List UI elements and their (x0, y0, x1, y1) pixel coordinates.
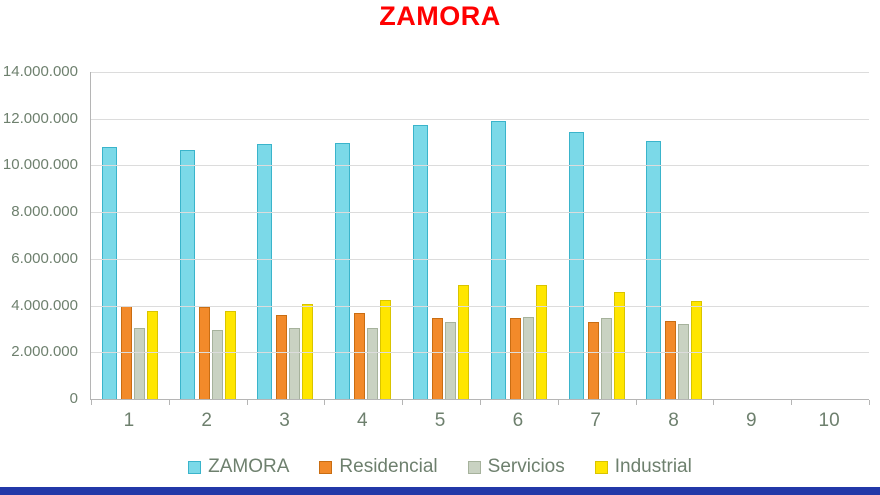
bar-servicios (522, 317, 534, 399)
x-axis-label: 7 (590, 410, 601, 431)
bar-industrial (380, 299, 392, 399)
gridline (91, 118, 869, 120)
bar-zamora (413, 124, 429, 399)
bar-industrial (535, 284, 547, 399)
bar-group (480, 72, 558, 399)
x-axis-tick (168, 400, 170, 405)
bar-industrial (146, 311, 158, 399)
bar-groups (91, 72, 869, 399)
x-axis: 1 2 3 4 5 6 7 8 9 10 (90, 410, 868, 432)
bar-zamora (490, 121, 506, 399)
y-axis: 14.000.000 12.000.000 10.000.000 8.000.000 6… (0, 63, 78, 407)
bar-group (402, 72, 480, 399)
y-axis-tick-label: 6.000.000 (11, 249, 78, 267)
bar-industrial (458, 284, 470, 399)
bar-group (558, 72, 636, 399)
bar-group (636, 72, 714, 399)
bar-residencial (665, 320, 677, 399)
y-axis-tick-label: 8.000.000 (11, 203, 78, 221)
x-axis-label: 1 (123, 410, 135, 431)
legend-swatch (188, 460, 202, 474)
gridline (91, 352, 869, 354)
bar-zamora (257, 144, 273, 399)
bar-zamora (335, 143, 351, 399)
x-axis-label: 3 (279, 410, 290, 431)
bar-servicios (678, 324, 690, 399)
legend-label: Servicios (487, 456, 565, 477)
y-axis-tick-label: 2.000.000 (11, 343, 78, 361)
bottom-bar (0, 487, 880, 495)
x-axis-tick (791, 400, 793, 405)
y-axis-tick-label: 14.000.000 (2, 63, 78, 80)
legend-item-servicios: Servicios (467, 456, 565, 478)
y-axis-tick-label: 0 (69, 390, 78, 407)
gridline (91, 72, 869, 73)
legend-swatch (319, 460, 333, 474)
bar-zamora (179, 150, 195, 399)
x-axis-label: 9 (745, 410, 757, 431)
legend: ZAMORA Residencial Servicios Industrial (0, 456, 880, 478)
bar-group (791, 72, 869, 399)
bar-group (713, 72, 791, 399)
x-axis-label: 5 (434, 410, 446, 431)
y-axis-tick-label: 10.000.000 (2, 156, 78, 174)
gridline (91, 212, 869, 214)
bar-servicios (133, 327, 145, 399)
x-axis-tick (635, 400, 637, 405)
x-axis-label: 2 (201, 410, 212, 431)
bar-group (324, 72, 402, 399)
bar-zamora (646, 140, 662, 399)
x-axis-label: 10 (818, 410, 840, 431)
bar-servicios (211, 330, 223, 399)
x-axis-tick (246, 400, 248, 405)
legend-item-residencial: Residencial (319, 456, 438, 478)
bar-residencial (509, 318, 521, 399)
x-axis-tick (324, 400, 326, 405)
gridline (91, 258, 869, 260)
x-axis-label: 8 (668, 410, 679, 431)
bar-zamora (101, 146, 117, 399)
x-axis-tick (402, 400, 404, 405)
legend-label: Residencial (339, 456, 438, 477)
x-axis-tick (557, 400, 559, 405)
x-axis-tick (869, 400, 870, 405)
bar-residencial (276, 314, 288, 399)
chart-title: ZAMORA (379, 1, 501, 31)
bar-group (91, 72, 169, 399)
legend-swatch (467, 460, 481, 474)
bar-servicios (600, 318, 612, 399)
y-axis-tick-label: 4.000.000 (11, 296, 78, 314)
bar-group (169, 72, 247, 399)
bar-industrial (613, 291, 625, 399)
bar-residencial (587, 321, 599, 399)
legend-item-zamora: ZAMORA (188, 456, 289, 478)
x-axis-label: 6 (512, 410, 524, 431)
legend-label: ZAMORA (208, 456, 290, 477)
x-axis-label: 4 (357, 410, 368, 431)
bar-group (247, 72, 325, 399)
bar-industrial (224, 311, 236, 399)
gridline (91, 305, 869, 307)
bar-residencial (354, 312, 366, 399)
bar-servicios (289, 327, 301, 399)
x-axis-tick (91, 400, 92, 405)
bar-industrial (691, 300, 703, 399)
x-axis-tick (713, 400, 715, 405)
plot-area (90, 72, 870, 405)
legend-item-industrial: Industrial (594, 456, 692, 478)
gridline (91, 165, 869, 167)
legend-swatch (594, 460, 608, 474)
bar-zamora (568, 131, 584, 399)
bar-servicios (367, 327, 379, 399)
y-axis-tick-label: 12.000.000 (2, 109, 78, 127)
legend-label: Industrial (614, 456, 692, 477)
bar-servicios (445, 321, 457, 399)
x-axis-tick (480, 400, 481, 405)
bar-residencial (432, 318, 444, 399)
bar-industrial (302, 304, 314, 399)
